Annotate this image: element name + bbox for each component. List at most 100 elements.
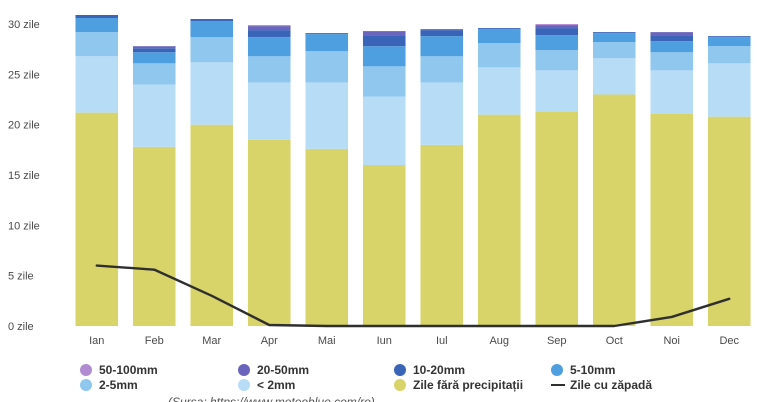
bar-segment [305, 34, 348, 51]
bar-segment [478, 67, 521, 114]
bar-segment [420, 82, 463, 144]
legend-label: 20-50mm [257, 363, 309, 377]
legend-dot [80, 364, 92, 376]
bar-segment [535, 28, 578, 35]
bar-segment [363, 35, 406, 46]
bar-segment [75, 56, 118, 112]
bar-segment [650, 32, 693, 35]
bar-segment [305, 51, 348, 82]
bar-segment [248, 82, 291, 139]
bar-segment [478, 29, 521, 43]
bar-segment [535, 25, 578, 28]
bar-segment [420, 145, 463, 326]
bar-segment [363, 46, 406, 66]
bar-segment [75, 15, 118, 18]
legend-dot [238, 364, 250, 376]
x-tick-label: Mai [318, 335, 336, 347]
bar-segment [478, 28, 521, 29]
bar-segment [535, 70, 578, 111]
bar-segment [190, 21, 233, 37]
snow-days-point [268, 324, 270, 326]
bar-segment [305, 82, 348, 148]
bar-segment [420, 29, 463, 30]
legend-label: 10-20mm [413, 363, 465, 377]
snow-days-point [498, 325, 500, 327]
y-tick-label: 0 zile [8, 321, 34, 333]
bar-segment [363, 97, 406, 165]
bar-segment [708, 36, 751, 37]
snow-days-point [613, 325, 615, 327]
snow-days-point [556, 325, 558, 327]
bar-segment [420, 56, 463, 82]
bar-segment [708, 63, 751, 116]
bar-segment [420, 36, 463, 56]
bar-segment [708, 46, 751, 63]
bar-segment [593, 58, 636, 94]
x-tick-label: Feb [145, 335, 164, 347]
bar-segment [593, 33, 636, 42]
bar-segment [133, 48, 176, 52]
x-tick-label: Iul [436, 335, 448, 347]
legend-dot [394, 364, 406, 376]
bar-segment [478, 115, 521, 326]
legend-dot [394, 379, 406, 391]
bar-segment [133, 84, 176, 146]
y-tick-label: 20 zile [8, 120, 40, 132]
bar-segment [133, 147, 176, 326]
bar-segment [248, 30, 291, 37]
x-tick-label: Noi [663, 335, 680, 347]
x-tick-label: Iun [377, 335, 392, 347]
bar-segment [650, 41, 693, 52]
bar-segment [708, 37, 751, 46]
snow-days-point [326, 325, 328, 327]
x-tick-label: Mar [202, 335, 221, 347]
bar-segment [708, 117, 751, 326]
x-tick-label: Dec [719, 335, 739, 347]
bar-segment [650, 70, 693, 113]
bar-segment [248, 25, 291, 26]
x-tick-label: Sep [547, 335, 567, 347]
bar-segment [535, 35, 578, 50]
legend-label: 50-100mm [99, 363, 158, 377]
bar-segment [133, 63, 176, 84]
bar-segment [75, 18, 118, 32]
bar-segment [363, 31, 406, 35]
bar-segment [248, 56, 291, 82]
bar-segment [190, 19, 233, 21]
bar-segment [593, 32, 636, 33]
legend-label: < 2mm [257, 378, 295, 392]
y-tick-label: 15 zile [8, 170, 40, 182]
bar-segment [363, 165, 406, 326]
bar-segment [593, 42, 636, 58]
y-tick-label: 5 zile [8, 271, 34, 283]
bar-segment [75, 32, 118, 56]
snow-days-point [153, 269, 155, 271]
y-tick-label: 25 zile [8, 69, 40, 81]
bar-segment [190, 37, 233, 62]
bar-segment [305, 149, 348, 326]
y-tick-label: 10 zile [8, 220, 40, 232]
snow-days-point [383, 325, 385, 327]
bar-segment [363, 66, 406, 96]
snow-days-point [96, 265, 98, 267]
legend-label: Zile fără precipitații [413, 378, 523, 392]
bar-segment [248, 140, 291, 326]
bar-segment [650, 52, 693, 70]
bar-segment [650, 114, 693, 326]
bar-segment [535, 50, 578, 70]
bar-segment [593, 95, 636, 326]
x-tick-label: Oct [606, 335, 623, 347]
bar-segment [133, 52, 176, 63]
source-caption: (Sursa: https://www.meteoblue.com/ro) [168, 395, 375, 402]
bar-segment [75, 113, 118, 326]
x-tick-label: Apr [261, 335, 278, 347]
bar-segment [305, 33, 348, 34]
bar-segment [420, 30, 463, 36]
y-tick-label: 30 zile [8, 19, 40, 31]
bar-segment [535, 24, 578, 25]
bar-segment [190, 62, 233, 124]
snow-days-point [671, 316, 673, 318]
snow-days-point [211, 295, 213, 297]
bar-segment [478, 43, 521, 67]
